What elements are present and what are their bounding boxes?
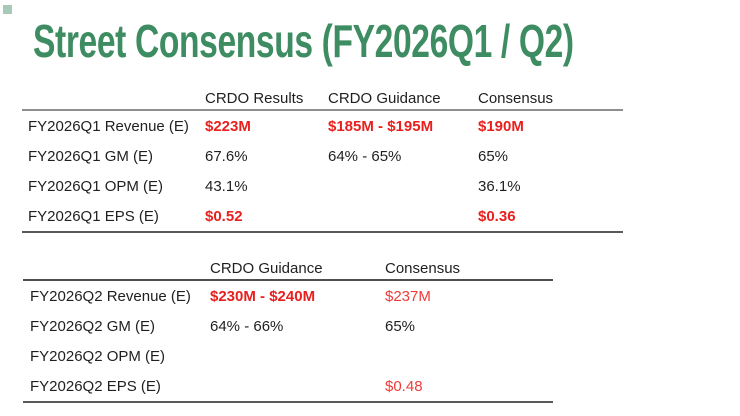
table-row: FY2026Q1 EPS (E) $0.52 $0.36 xyxy=(22,201,623,231)
row-label: FY2026Q1 OPM (E) xyxy=(28,177,164,195)
header-divider xyxy=(23,279,553,281)
cell-value: $0.36 xyxy=(478,207,516,225)
column-header-consensus: Consensus xyxy=(385,260,461,277)
fy2026q1-table: CRDO Results CRDO Guidance Consensus FY2… xyxy=(22,88,623,233)
cell-value: $230M - $240M xyxy=(210,287,316,305)
table-row: FY2026Q1 GM (E) 67.6% 64% - 65% 65% xyxy=(22,141,623,171)
row-label: FY2026Q1 GM (E) xyxy=(28,147,154,165)
table-row: FY2026Q2 Revenue (E) $230M - $240M $237M xyxy=(23,281,553,311)
column-header-consensus: Consensus xyxy=(478,90,554,107)
cell-value: $0.52 xyxy=(205,207,243,225)
table-row: FY2026Q1 OPM (E) 43.1% 36.1% xyxy=(22,171,623,201)
cell-value: $0.48 xyxy=(385,377,423,395)
table-row: FY2026Q2 EPS (E) $0.48 xyxy=(23,371,553,401)
column-header-crdo-results: CRDO Results xyxy=(205,90,304,107)
cell-value: 64% - 65% xyxy=(328,147,402,165)
column-header-crdo-guidance: CRDO Guidance xyxy=(328,90,441,107)
cell-value: 43.1% xyxy=(205,177,248,195)
cell-value: 67.6% xyxy=(205,147,248,165)
row-label: FY2026Q2 Revenue (E) xyxy=(30,287,191,305)
table-bottom-border xyxy=(22,231,623,233)
cell-value: $185M - $195M xyxy=(328,117,434,135)
cell-value: $237M xyxy=(385,287,431,305)
cell-value: 36.1% xyxy=(478,177,521,195)
row-label: FY2026Q1 EPS (E) xyxy=(28,207,159,225)
table-row: FY2026Q2 OPM (E) xyxy=(23,341,553,371)
row-label: FY2026Q1 Revenue (E) xyxy=(28,117,189,135)
header-divider xyxy=(22,109,623,111)
page-title: Street Consensus (FY2026Q1 / Q2) xyxy=(33,15,574,67)
fy2026q1-header-row: CRDO Results CRDO Guidance Consensus xyxy=(22,88,623,109)
fy2026q2-table: CRDO Guidance Consensus FY2026Q2 Revenue… xyxy=(23,258,553,403)
cell-value: 64% - 66% xyxy=(210,317,284,335)
row-label: FY2026Q2 EPS (E) xyxy=(30,377,161,395)
cell-value: $223M xyxy=(205,117,251,135)
row-label: FY2026Q2 GM (E) xyxy=(30,317,156,335)
column-header-crdo-guidance: CRDO Guidance xyxy=(210,260,323,277)
table-bottom-border xyxy=(23,401,553,403)
table-row: FY2026Q2 GM (E) 64% - 66% 65% xyxy=(23,311,553,341)
cell-value: 65% xyxy=(385,317,416,335)
accent-square-icon xyxy=(3,5,12,14)
cell-value: $190M xyxy=(478,117,524,135)
table-row: FY2026Q1 Revenue (E) $223M $185M - $195M… xyxy=(22,111,623,141)
fy2026q2-header-row: CRDO Guidance Consensus xyxy=(23,258,553,279)
row-label: FY2026Q2 OPM (E) xyxy=(30,347,166,365)
cell-value: 65% xyxy=(478,147,509,165)
